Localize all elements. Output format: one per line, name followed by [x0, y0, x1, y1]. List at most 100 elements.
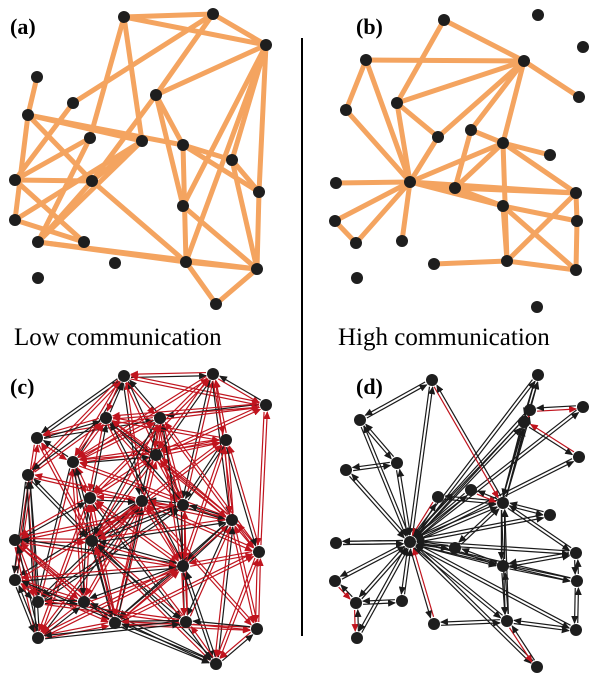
panel-a-node — [118, 11, 130, 23]
panel-c-node — [260, 399, 272, 411]
panel-d-arrow — [460, 508, 500, 545]
panel-a-edge — [121, 11, 216, 20]
panel-c-arrow — [21, 535, 86, 543]
panel-b-node — [571, 215, 583, 227]
panel-a-edge — [121, 14, 145, 144]
panel-d-arrow — [535, 404, 576, 412]
panel-d-node — [570, 624, 582, 636]
panel-a-edge — [183, 42, 269, 265]
panel-b-network — [329, 9, 589, 313]
panel-c-arrow — [185, 571, 216, 658]
panel-d-arrow — [361, 547, 408, 600]
panel-b-edge — [521, 58, 582, 100]
panel-d-arrow — [441, 619, 502, 627]
panel-b-node — [570, 264, 582, 276]
panel-c-arrow — [221, 634, 254, 662]
panel-b-node — [438, 14, 450, 26]
panel-b-edge — [500, 140, 579, 196]
panel-d-arrow — [415, 544, 503, 616]
panel-c-arrow — [77, 419, 154, 458]
panel-d-arrow — [444, 493, 497, 502]
panel-d-arrow — [412, 547, 435, 618]
panel-d-arrow — [505, 416, 531, 497]
panel-c-nodes — [9, 368, 272, 670]
panel-d-arrow — [439, 618, 500, 626]
panel-c-arrow — [212, 526, 231, 658]
panel-c-network — [9, 368, 272, 670]
panel-b-edge — [441, 17, 527, 64]
panel-b-node — [465, 124, 477, 136]
panel-c-arrow — [95, 442, 220, 537]
panel-a-node — [9, 174, 21, 186]
panel-d-arrow — [366, 384, 428, 419]
panel-a-network — [9, 8, 272, 310]
panel-a-node — [22, 109, 34, 121]
panel-c-arrow — [107, 424, 179, 562]
panel-d-node — [396, 595, 408, 607]
panel-a-edge — [121, 14, 269, 48]
panel-b-edge — [452, 185, 579, 196]
panel-d-node — [391, 457, 403, 469]
panel-c-arrow — [185, 380, 215, 499]
panel-b-node — [532, 9, 544, 21]
panel-c-arrow — [254, 411, 265, 546]
panel-c-node — [67, 456, 79, 468]
panel-c-arrow — [118, 568, 177, 618]
panel-c-arrow — [44, 598, 180, 621]
panel-b-node — [501, 255, 513, 267]
panel-b-edge — [500, 203, 580, 224]
panel-c-arrow — [224, 447, 233, 515]
panel-c-arrow — [41, 504, 90, 633]
panel-b-node — [518, 55, 530, 67]
panel-d-arrow — [529, 423, 575, 453]
panel-c-arrow — [21, 502, 86, 539]
panel-c-arrow — [106, 381, 121, 412]
panel-c-arrow — [121, 623, 211, 661]
panel-b-node — [391, 97, 403, 109]
panel-b-edge — [500, 140, 553, 158]
panel-d-node — [340, 464, 352, 476]
panel-c-arrow — [16, 481, 32, 574]
panel-d-arrow — [339, 543, 404, 577]
panel-c-arrow — [20, 504, 176, 540]
panel-c-arrow — [231, 527, 256, 624]
panel-a-node — [180, 256, 192, 268]
panel-a-edge — [183, 259, 219, 307]
panel-c-node — [136, 495, 148, 507]
panel-c-node — [180, 616, 192, 628]
panel-c-arrow — [98, 444, 223, 539]
panel-c-arrow — [129, 370, 206, 378]
panel-d-arrow — [502, 571, 510, 614]
panel-d-node — [501, 615, 513, 627]
panel-c-arrow — [89, 505, 115, 618]
panel-a-edge — [213, 266, 260, 307]
panel-a-node — [67, 97, 79, 109]
panel-c-arrow — [98, 539, 177, 564]
panel-d-arrow — [340, 584, 353, 598]
panel-b-edge — [394, 17, 447, 106]
panel-b-node — [350, 237, 362, 249]
panel-a-edge — [70, 11, 216, 106]
panel-c-node — [9, 574, 21, 586]
panel-d-arrow — [397, 468, 412, 535]
panel-d-node — [351, 632, 363, 644]
panel-d-arrow — [361, 597, 395, 605]
panel-a-edge — [183, 259, 260, 272]
panel-b-edge — [399, 179, 413, 244]
panel-c-arrow — [167, 404, 261, 420]
panel-b-edge — [332, 179, 413, 224]
panel-a-node — [177, 200, 189, 212]
panel-c-arrow — [93, 423, 156, 535]
panel-c-arrow — [44, 570, 179, 637]
panel-a-edges — [12, 11, 269, 307]
panel-c-arrow — [121, 555, 255, 622]
panel-a-edge — [25, 112, 186, 148]
panel-d-arrow — [513, 622, 570, 634]
panel-a-node — [260, 39, 272, 51]
panel-c-arrow — [93, 377, 208, 493]
panel-d-arrow — [343, 540, 405, 548]
panel-c-arrow — [192, 623, 251, 633]
panel-d-node — [497, 560, 509, 572]
panel-d-node — [518, 416, 530, 428]
